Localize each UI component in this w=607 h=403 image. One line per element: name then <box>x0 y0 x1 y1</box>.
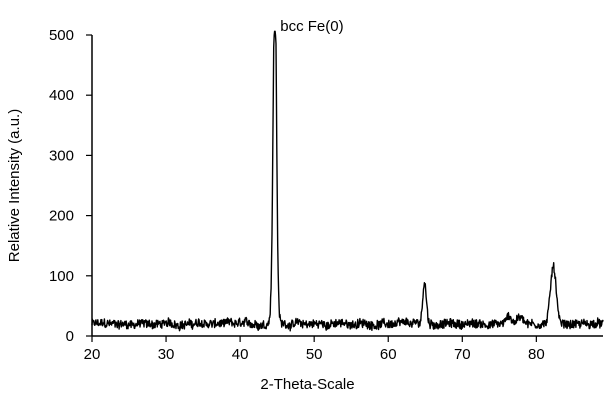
y-tick-label: 500 <box>49 27 74 44</box>
y-axis-title: Relative Intensity (a.u.) <box>6 109 23 262</box>
y-tick-label: 400 <box>49 87 74 104</box>
y-axis: 0 100 200 300 400 500 <box>49 27 93 345</box>
x-axis-title: 2-Theta-Scale <box>260 376 354 393</box>
x-tick-label: 20 <box>84 346 101 363</box>
x-tick-label: 70 <box>454 346 471 363</box>
diffraction-pattern-line <box>91 30 604 332</box>
x-tick-label: 40 <box>232 346 249 363</box>
x-tick-label: 60 <box>380 346 397 363</box>
y-tick-label: 100 <box>49 268 74 285</box>
x-tick-label: 50 <box>306 346 323 363</box>
y-tick-label: 0 <box>66 328 74 345</box>
peak-annotation-bcc-fe: bcc Fe(0) <box>280 18 343 35</box>
x-axis: 20 30 40 50 60 70 80 <box>84 335 603 363</box>
x-tick-label: 80 <box>528 346 545 363</box>
y-tick-label: 200 <box>49 208 74 225</box>
y-tick-label: 300 <box>49 147 74 164</box>
x-tick-label: 30 <box>158 346 175 363</box>
